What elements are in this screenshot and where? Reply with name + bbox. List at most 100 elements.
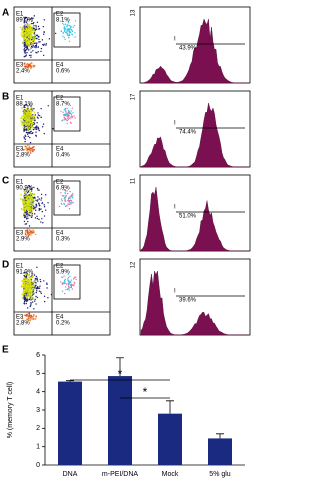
dot (39, 285, 41, 287)
dot (37, 117, 39, 119)
dot (61, 200, 63, 202)
dot (25, 282, 28, 285)
dot (35, 203, 37, 205)
dot (24, 293, 27, 296)
dot (64, 197, 66, 199)
dot (25, 135, 27, 138)
dot (30, 32, 32, 34)
dot (36, 278, 38, 281)
gate-value: 51.0% (179, 214, 197, 220)
dot (35, 291, 37, 294)
dot (28, 289, 31, 292)
dot (32, 293, 34, 295)
dot (38, 203, 40, 205)
dot (39, 280, 42, 283)
dot (31, 149, 34, 151)
dot (23, 220, 26, 223)
quadrant-name: E2 (56, 180, 64, 186)
dot (38, 114, 41, 117)
dot (30, 123, 33, 125)
dot (54, 32, 57, 35)
dot (36, 217, 39, 220)
dot (28, 148, 30, 151)
dot (26, 116, 28, 118)
gate-label: I (174, 205, 176, 211)
dot (24, 122, 27, 125)
dot (33, 42, 36, 44)
dot (28, 145, 31, 147)
dot (31, 118, 33, 120)
dot (26, 44, 28, 46)
dot (63, 203, 65, 205)
dot (33, 213, 36, 215)
dot (60, 30, 62, 32)
quadrant-name: E4 (56, 231, 64, 237)
dot (29, 64, 32, 66)
dot (32, 281, 34, 284)
dot (22, 108, 25, 111)
dot (22, 27, 25, 29)
dot (34, 37, 36, 40)
dot (27, 29, 30, 32)
dot (27, 151, 30, 153)
dot (69, 203, 71, 205)
dot (28, 298, 30, 300)
dot (73, 284, 75, 286)
dot (26, 31, 29, 34)
dot (28, 201, 30, 204)
dot (68, 40, 71, 42)
dot (22, 282, 25, 284)
dot (23, 137, 26, 139)
dot (31, 193, 34, 195)
dot (67, 34, 69, 37)
dot (71, 115, 74, 118)
dot (70, 195, 73, 198)
dot (25, 124, 27, 126)
dot (41, 202, 43, 205)
dot (27, 207, 29, 210)
dot (26, 209, 29, 212)
dot (24, 223, 26, 225)
dot (24, 194, 27, 197)
dot (28, 293, 31, 296)
dot (29, 141, 32, 144)
dot (25, 213, 28, 216)
figure: E % (memory T cell) A E189.0%E28.1%E32.4%… (2, 6, 251, 478)
dot (34, 208, 37, 211)
dot (28, 41, 30, 44)
dot (26, 118, 29, 121)
dot (24, 55, 27, 57)
dot (42, 222, 44, 224)
dot (26, 297, 28, 299)
dot (73, 115, 75, 117)
histogram-axis-label: 11 (131, 177, 137, 184)
dot (22, 126, 25, 128)
dot (68, 283, 70, 286)
dot (27, 214, 29, 217)
dot (63, 189, 66, 191)
dot (27, 43, 30, 45)
dot (24, 295, 27, 297)
dot (23, 215, 25, 217)
dot (70, 203, 72, 205)
dot (33, 15, 35, 17)
dot (41, 126, 44, 128)
dot (32, 272, 35, 275)
dot (29, 27, 32, 30)
dot (43, 295, 46, 297)
panel-letter: B (2, 92, 9, 103)
dot (71, 30, 74, 33)
dot (35, 42, 37, 44)
dot (23, 44, 26, 46)
histogram (140, 18, 250, 84)
dot (34, 278, 36, 280)
dot (47, 297, 49, 299)
panel-letter: A (2, 8, 9, 19)
dot (29, 215, 31, 217)
dot (32, 231, 34, 234)
dot (24, 140, 26, 143)
dot (31, 301, 34, 303)
dot (24, 17, 26, 20)
dot (33, 186, 35, 189)
dot (74, 32, 76, 34)
